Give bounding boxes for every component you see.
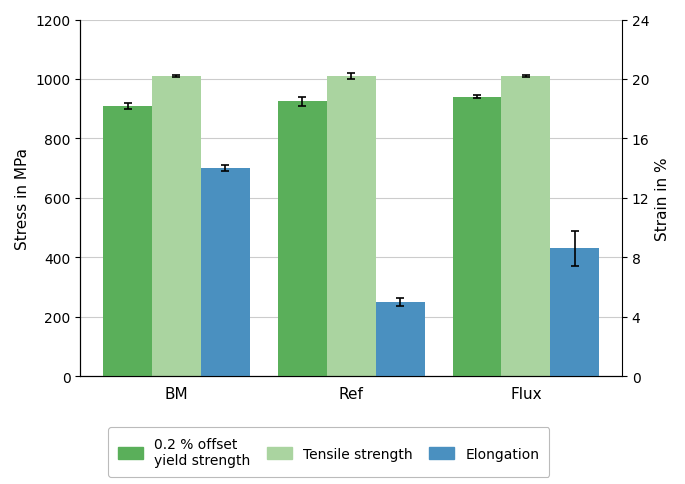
Bar: [327, 77, 375, 377]
Bar: [278, 102, 327, 377]
Bar: [375, 302, 425, 377]
Bar: [501, 77, 550, 377]
Bar: [453, 98, 501, 377]
Bar: [103, 106, 152, 377]
Bar: [152, 77, 201, 377]
Legend: 0.2 % offset
yield strength, Tensile strength, Elongation: 0.2 % offset yield strength, Tensile str…: [108, 427, 549, 477]
Bar: [550, 249, 599, 377]
Bar: [201, 169, 250, 377]
Y-axis label: Stress in MPa: Stress in MPa: [15, 148, 30, 249]
Y-axis label: Strain in %: Strain in %: [655, 157, 670, 240]
